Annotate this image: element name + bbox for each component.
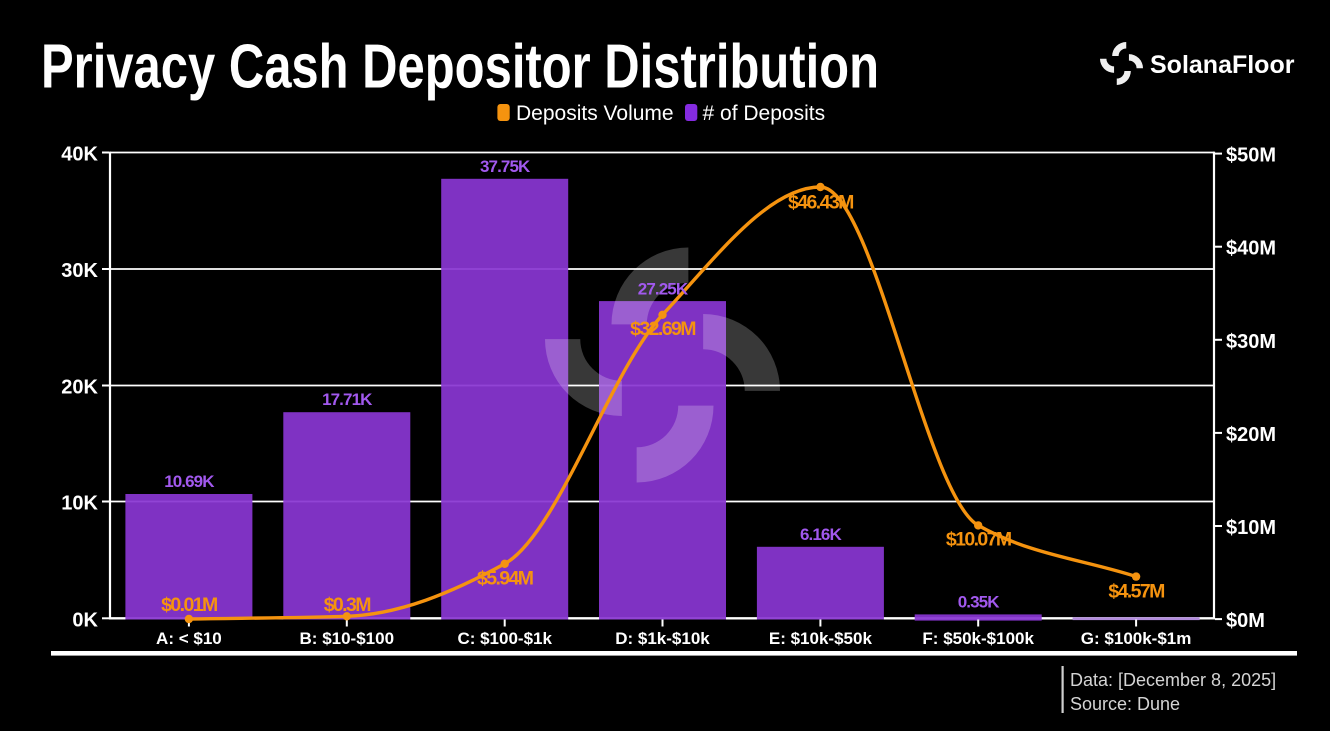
svg-text:27.25K: 27.25K (638, 279, 689, 298)
svg-text:$0.01M: $0.01M (161, 594, 217, 616)
svg-text:$32.69M: $32.69M (630, 318, 695, 340)
svg-text:$20M: $20M (1226, 424, 1276, 446)
svg-text:$5.94M: $5.94M (477, 568, 533, 590)
svg-text:10K: 10K (61, 493, 98, 515)
svg-text:40K: 40K (61, 144, 98, 166)
svg-text:$50M: $50M (1226, 145, 1276, 167)
svg-text:$0.3M: $0.3M (324, 594, 371, 616)
svg-text:$46.43M: $46.43M (788, 192, 853, 214)
svg-text:Source: Dune: Source: Dune (1070, 694, 1180, 714)
svg-text:Data: [December 8, 2025]: Data: [December 8, 2025] (1070, 670, 1276, 690)
svg-text:$0M: $0M (1226, 610, 1265, 632)
svg-text:20K: 20K (61, 377, 98, 399)
svg-text:37.75K: 37.75K (480, 157, 531, 176)
svg-text:C: $100-$1k: C: $100-$1k (457, 629, 552, 648)
svg-text:A: < $10: A: < $10 (156, 629, 222, 648)
svg-text:0K: 0K (72, 609, 98, 631)
svg-text:$4.57M: $4.57M (1108, 581, 1164, 603)
svg-text:F: $50k-$100k: F: $50k-$100k (922, 629, 1034, 648)
svg-text:# of Deposits: # of Deposits (703, 102, 826, 125)
svg-text:0.35K: 0.35K (958, 592, 1000, 611)
svg-text:$30M: $30M (1226, 331, 1276, 353)
svg-text:Privacy Cash Depositor Distrib: Privacy Cash Depositor Distribution (41, 33, 879, 102)
svg-text:G: $100k-$1m: G: $100k-$1m (1081, 629, 1192, 648)
svg-text:SolanaFloor: SolanaFloor (1150, 51, 1295, 79)
svg-text:6.16K: 6.16K (800, 525, 842, 544)
svg-text:B: $10-$100: B: $10-$100 (300, 629, 395, 648)
svg-text:17.71K: 17.71K (322, 390, 373, 409)
svg-text:$10M: $10M (1226, 517, 1276, 539)
svg-text:E: $10k-$50k: E: $10k-$50k (769, 629, 873, 648)
svg-text:30K: 30K (61, 260, 98, 282)
svg-text:D: $1k-$10k: D: $1k-$10k (615, 629, 710, 648)
svg-text:Deposits Volume: Deposits Volume (516, 102, 674, 125)
svg-text:$10.07M: $10.07M (946, 529, 1011, 551)
svg-text:$40M: $40M (1226, 238, 1276, 260)
svg-text:10.69K: 10.69K (164, 472, 215, 491)
